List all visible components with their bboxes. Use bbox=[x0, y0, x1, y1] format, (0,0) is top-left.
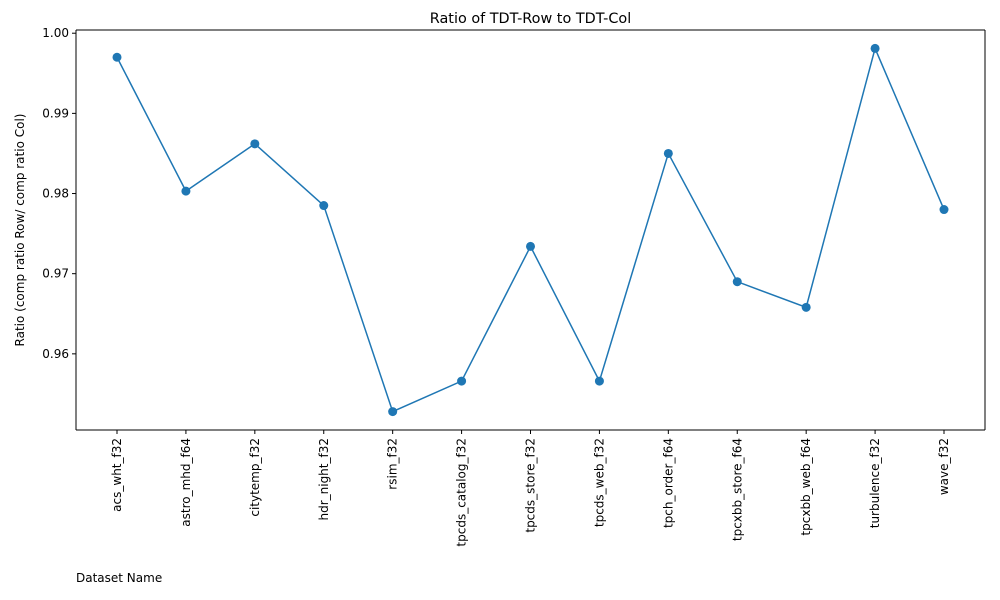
chart-title: Ratio of TDT-Row to TDT-Col bbox=[430, 11, 631, 27]
x-tick-label: rsim_f32 bbox=[386, 438, 400, 490]
x-tick-label: wave_f32 bbox=[937, 438, 951, 495]
data-point bbox=[939, 205, 949, 215]
x-tick-label: tpch_order_f64 bbox=[661, 438, 675, 528]
x-axis-ticks: acs_wht_f32 astro_mhd_f64 citytemp_f32 hdr_… bbox=[110, 430, 951, 547]
data-point bbox=[663, 148, 673, 158]
x-tick-label: tpcds_web_f32 bbox=[592, 438, 606, 527]
data-point bbox=[319, 201, 329, 211]
y-tick-label: 0.98 bbox=[42, 187, 69, 201]
data-point bbox=[870, 43, 880, 53]
plot-area bbox=[76, 30, 985, 430]
data-point bbox=[181, 186, 191, 196]
data-point bbox=[526, 241, 535, 251]
data-point bbox=[457, 376, 467, 386]
y-tick-label: 1.00 bbox=[42, 26, 69, 40]
x-tick-label: tpcds_store_f32 bbox=[524, 438, 538, 533]
x-tick-label: tpcxbb_store_f64 bbox=[730, 438, 744, 541]
x-tick-label: astro_mhd_f64 bbox=[179, 438, 193, 527]
data-point bbox=[388, 407, 398, 417]
data-point bbox=[594, 376, 604, 386]
y-tick-label: 0.99 bbox=[42, 106, 69, 120]
x-tick-label: tpcds_catalog_f32 bbox=[455, 438, 469, 547]
x-tick-label: acs_wht_f32 bbox=[110, 438, 124, 512]
data-point bbox=[112, 52, 122, 62]
y-tick-label: 0.97 bbox=[42, 267, 69, 281]
y-axis-label: Ratio (comp ratio Row/ comp ratio Col) bbox=[13, 114, 27, 347]
x-tick-label: hdr_night_f32 bbox=[317, 438, 331, 521]
series-layer bbox=[112, 43, 949, 417]
x-axis-label: Dataset Name bbox=[76, 571, 162, 585]
x-tick-label: tpcxbb_web_f64 bbox=[799, 438, 813, 536]
x-tick-label: citytemp_f32 bbox=[248, 438, 262, 517]
data-point bbox=[732, 277, 742, 287]
data-point bbox=[250, 139, 260, 149]
data-point bbox=[801, 302, 811, 312]
x-tick-label: turbulence_f32 bbox=[868, 438, 882, 528]
y-tick-label: 0.96 bbox=[42, 347, 69, 361]
y-axis-ticks: 0.96 0.97 0.98 0.99 1.00 bbox=[42, 26, 76, 361]
